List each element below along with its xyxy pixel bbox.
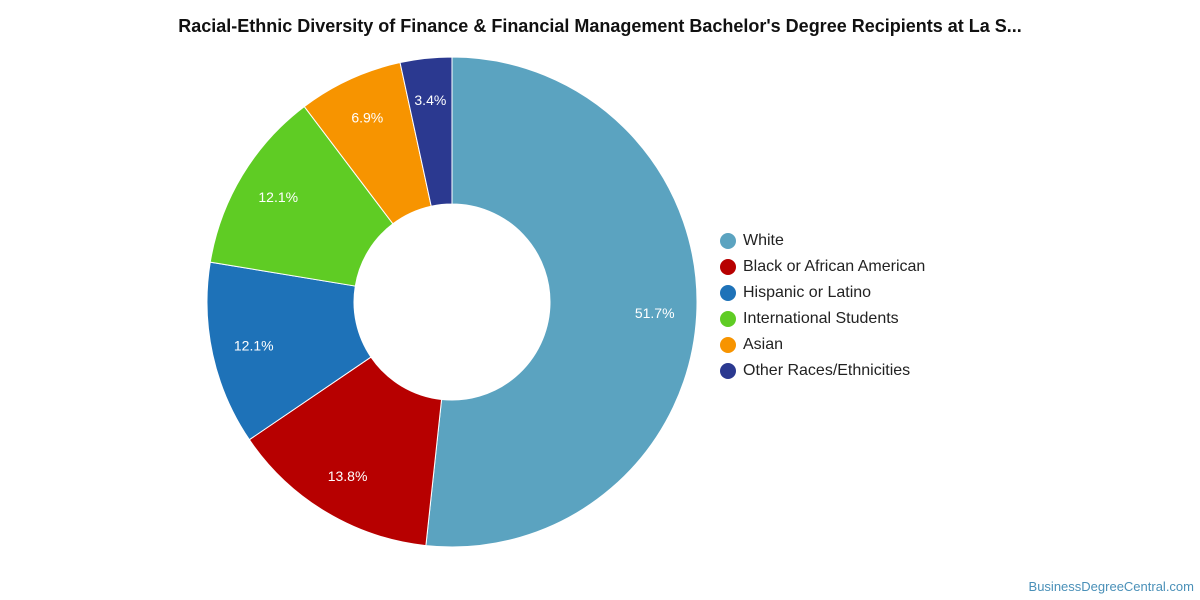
legend-swatch-0: [720, 233, 736, 249]
slice-label-0: 51.7%: [635, 305, 675, 321]
slice-0[interactable]: [425, 56, 698, 548]
legend-label-0: White: [743, 232, 784, 249]
slice-2[interactable]: [206, 261, 372, 441]
legend-item-1[interactable]: Black or African American: [720, 254, 925, 280]
legend-label-1: Black or African American: [743, 258, 926, 275]
legend-swatch-3: [720, 311, 736, 327]
legend-swatch-4: [720, 337, 736, 353]
legend-item-3[interactable]: International Students: [720, 306, 925, 332]
legend-item-4[interactable]: Asian: [720, 332, 925, 358]
legend-label-5: Other Races/Ethnicities: [743, 362, 911, 379]
slice-label-2: 12.1%: [234, 338, 274, 354]
legend-item-0[interactable]: White: [720, 228, 925, 254]
legend-swatch-1: [720, 259, 736, 275]
chart-title: Racial-Ethnic Diversity of Finance & Fin…: [178, 16, 1022, 36]
slice-label-4: 6.9%: [351, 110, 383, 126]
slice-labels-group: 51.7% 13.8% 12.1% 12.1% 6.9% 3.4%: [234, 92, 675, 484]
legend-swatch-5: [720, 363, 736, 379]
legend-item-2[interactable]: Hispanic or Latino: [720, 280, 925, 306]
legend-swatch-2: [720, 285, 736, 301]
slice-1[interactable]: [248, 356, 443, 547]
slice-label-1: 13.8%: [328, 468, 368, 484]
legend: White Black or African American Hispanic o…: [720, 228, 925, 384]
source-credit[interactable]: BusinessDegreeCentral.com: [1028, 579, 1194, 594]
legend-label-3: International Students: [743, 310, 899, 327]
slice-label-5: 3.4%: [414, 92, 446, 108]
slices-group: [206, 56, 698, 548]
slice-3[interactable]: [209, 105, 394, 287]
legend-label-4: Asian: [743, 336, 784, 353]
slice-label-3: 12.1%: [258, 189, 298, 205]
legend-item-5[interactable]: Other Races/Ethnicities: [720, 358, 925, 384]
slice-5[interactable]: [399, 56, 453, 207]
legend-label-2: Hispanic or Latino: [743, 284, 872, 301]
